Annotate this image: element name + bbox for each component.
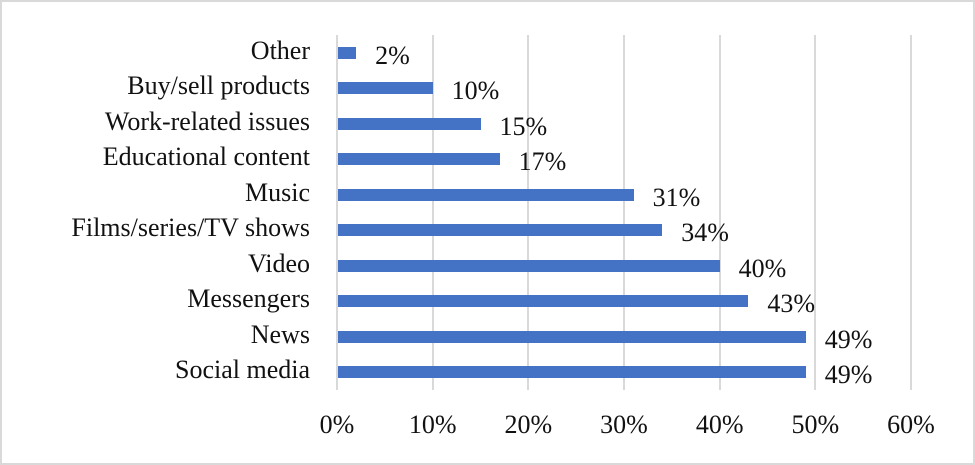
bar bbox=[338, 259, 720, 272]
x-tick-label: 0% bbox=[319, 410, 355, 439]
gridline bbox=[910, 35, 912, 390]
bar bbox=[338, 188, 634, 201]
data-label: 34% bbox=[681, 218, 729, 248]
data-label: 15% bbox=[499, 111, 548, 141]
data-label: 10% bbox=[451, 76, 500, 106]
x-tick-label: 30% bbox=[600, 410, 648, 439]
x-tick-label: 10% bbox=[408, 410, 457, 439]
x-tick-label: 20% bbox=[504, 410, 553, 439]
category-label: Music bbox=[245, 177, 310, 207]
gridline bbox=[718, 35, 721, 390]
bar bbox=[338, 295, 749, 308]
x-tick-label: 60% bbox=[887, 410, 935, 439]
gridline bbox=[336, 35, 338, 390]
category-label: Work-related issues bbox=[104, 106, 310, 136]
data-label: 49% bbox=[824, 324, 873, 354]
data-label: 49% bbox=[824, 360, 873, 390]
category-label: Films/series/TV shows bbox=[71, 213, 310, 243]
category-label: Buy/sell products bbox=[127, 71, 310, 101]
x-tick-label: 50% bbox=[791, 410, 840, 439]
data-label: 31% bbox=[652, 182, 701, 212]
x-tick-label: 40% bbox=[695, 410, 744, 439]
bar bbox=[338, 117, 481, 130]
bar bbox=[338, 82, 433, 95]
gridline bbox=[623, 35, 625, 390]
bar bbox=[338, 366, 806, 379]
category-label: Other bbox=[250, 36, 310, 65]
gridline bbox=[814, 35, 817, 390]
gridline bbox=[527, 35, 530, 390]
data-label: 17% bbox=[518, 147, 567, 177]
data-label: 40% bbox=[738, 253, 787, 283]
gridline bbox=[431, 35, 434, 390]
bar bbox=[338, 153, 500, 166]
data-label: 2% bbox=[375, 41, 410, 70]
category-label: Educational content bbox=[102, 142, 310, 172]
category-label: Messengers bbox=[187, 284, 310, 314]
category-label: Video bbox=[248, 248, 310, 278]
bar bbox=[338, 47, 357, 59]
category-label: News bbox=[250, 319, 310, 349]
category-label: Social media bbox=[174, 355, 310, 385]
bar bbox=[338, 224, 663, 237]
plot-area bbox=[336, 35, 912, 390]
data-label: 43% bbox=[767, 289, 816, 319]
bar bbox=[338, 330, 806, 343]
